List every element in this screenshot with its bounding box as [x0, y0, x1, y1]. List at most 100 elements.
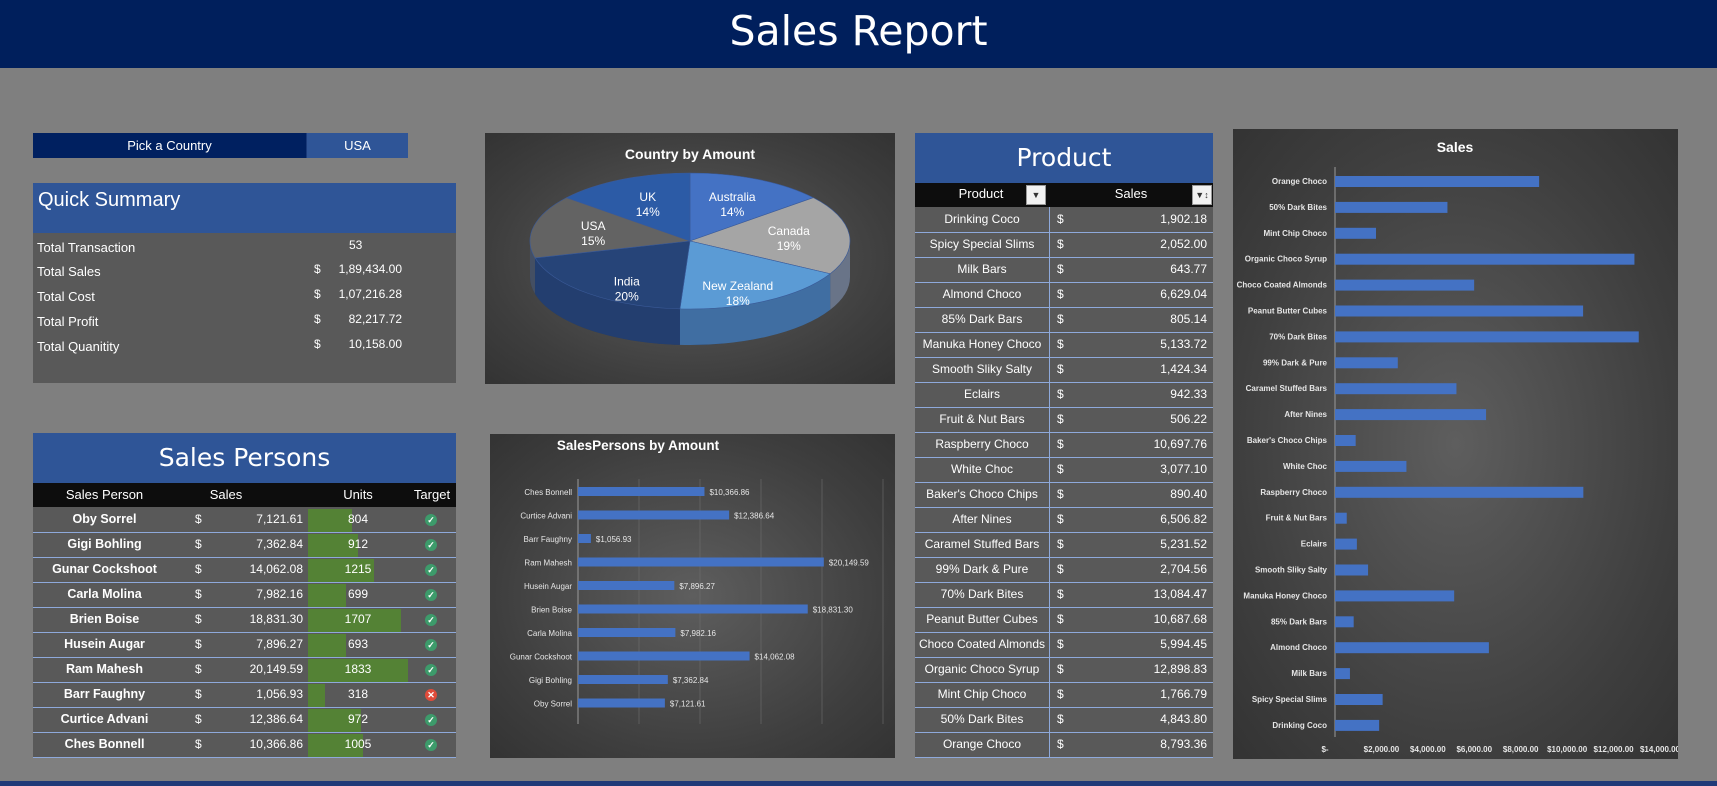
- bar[interactable]: [1335, 616, 1354, 628]
- product-name: Smooth Sliky Salty: [931, 362, 1033, 376]
- bar[interactable]: [1335, 253, 1635, 265]
- bar[interactable]: [1335, 331, 1639, 343]
- bar[interactable]: [578, 487, 705, 496]
- currency-symbol: $: [314, 312, 321, 326]
- sales-value: 18,831.30: [249, 612, 303, 626]
- product-sales-value: 1,766.79: [1160, 687, 1207, 701]
- bar[interactable]: [1335, 409, 1487, 421]
- pie-slice-side: [679, 273, 831, 345]
- summary-value: 1,89,434.00: [338, 262, 402, 276]
- pie-slice-percent: 15%: [581, 234, 605, 248]
- bar[interactable]: [1335, 590, 1455, 602]
- header-product-sales: Sales: [1114, 186, 1148, 201]
- bar[interactable]: [578, 534, 591, 543]
- bar[interactable]: [1335, 564, 1369, 576]
- currency-symbol: $: [314, 287, 321, 301]
- target-met-check-icon: ✓: [425, 639, 437, 651]
- currency-symbol: $: [1057, 487, 1064, 501]
- bar[interactable]: [578, 628, 676, 637]
- bar[interactable]: [578, 557, 824, 567]
- pie-slice-percent: 14%: [720, 205, 744, 219]
- bar[interactable]: [1335, 279, 1475, 291]
- x-tick-label: $12,000.00: [1594, 745, 1635, 754]
- bar[interactable]: [578, 510, 730, 520]
- units-value: 1707: [344, 612, 372, 626]
- sales-value: 7,121.61: [256, 512, 303, 526]
- data-label: $1,056.93: [596, 535, 632, 544]
- bar[interactable]: [1335, 668, 1350, 680]
- bar[interactable]: [1335, 435, 1356, 446]
- data-label: $12,386.64: [734, 512, 775, 521]
- sales-sort-filter-icon[interactable]: ▼↕: [1192, 185, 1212, 205]
- units-data-bar: [308, 609, 401, 632]
- country-chart-panel[interactable]: Country by Amount Australia 14% Canada 19% Ne…: [485, 133, 895, 384]
- product-name: Manuka Honey Choco: [922, 337, 1042, 351]
- bar[interactable]: [578, 604, 808, 614]
- country-picker-select[interactable]: USA: [306, 133, 408, 158]
- sales-value: 7,896.27: [256, 637, 303, 651]
- bar[interactable]: [1335, 719, 1380, 731]
- table-row: Ram Mahesh $20,149.59 1833 ✓: [33, 658, 456, 683]
- salespersons-chart-panel[interactable]: SalesPersons by Amount Ches Bonnell $10,36…: [490, 434, 895, 758]
- sales-person-name: Ram Mahesh: [65, 662, 144, 676]
- table-row: Organic Choco Syrup $12,898.83: [915, 658, 1213, 683]
- pie-slice-side: [530, 241, 536, 294]
- bar[interactable]: [1335, 201, 1448, 213]
- bar[interactable]: [1335, 305, 1584, 317]
- pie-slice[interactable]: [565, 172, 691, 242]
- bar[interactable]: [578, 698, 665, 708]
- pie-slice[interactable]: [688, 197, 851, 275]
- x-tick-label: $14,000.00: [1640, 745, 1678, 754]
- sales-chart-panel[interactable]: Sales Orange Choco 50% Dark Bites Mint Chip…: [1233, 129, 1678, 759]
- pie-slice-side: [535, 257, 680, 345]
- bar[interactable]: [578, 675, 668, 684]
- bar[interactable]: [1335, 538, 1357, 550]
- category-label: Barr Faughny: [524, 535, 572, 544]
- pie-slice[interactable]: [529, 197, 691, 259]
- product-table: Product Product ▼ Sales ▼↕ Drinking Coco…: [915, 133, 1213, 758]
- category-label: Manuka Honey Choco: [1243, 591, 1327, 600]
- sales-value: 10,366.86: [249, 737, 303, 751]
- sales-person-name: Gunar Cockshoot: [52, 562, 157, 576]
- country-chart-title: Country by Amount: [625, 146, 755, 162]
- units-value: 1005: [344, 737, 372, 751]
- bar[interactable]: [1335, 460, 1407, 472]
- table-row: Ches Bonnell $10,366.86 1005 ✓: [33, 733, 456, 758]
- product-sales-value: 890.40: [1170, 487, 1207, 501]
- category-label: 85% Dark Bars: [1271, 617, 1328, 626]
- product-sales-value: 2,704.56: [1160, 562, 1207, 576]
- pie-slice-percent: 18%: [726, 294, 750, 308]
- product-name: Almond Choco: [942, 287, 1022, 301]
- bar[interactable]: [1335, 694, 1383, 705]
- bar[interactable]: [1335, 227, 1377, 239]
- currency-symbol: $: [1057, 687, 1064, 701]
- bar[interactable]: [1335, 357, 1398, 369]
- bar[interactable]: [1335, 176, 1540, 187]
- product-sales-value: 3,077.10: [1160, 462, 1207, 476]
- table-row: 50% Dark Bites $4,843.80: [915, 708, 1213, 733]
- pie-slice-label: New Zealand: [702, 279, 773, 293]
- product-name: 70% Dark Bites: [940, 587, 1024, 601]
- pie-slice[interactable]: [679, 240, 831, 310]
- category-label: Almond Choco: [1270, 643, 1327, 652]
- summary-row: Total Profit $82,217.72: [33, 312, 456, 334]
- table-row: Oby Sorrel $7,121.61 804 ✓: [33, 508, 456, 533]
- bar[interactable]: [1335, 486, 1584, 498]
- bar[interactable]: [578, 651, 750, 661]
- bar[interactable]: [578, 581, 675, 590]
- currency-symbol: $: [1057, 312, 1064, 326]
- sales-value: 7,982.16: [256, 587, 303, 601]
- bar[interactable]: [1335, 512, 1347, 524]
- target-met-check-icon: ✓: [425, 739, 437, 751]
- pie-slice[interactable]: [689, 172, 815, 242]
- currency-symbol: $: [1057, 412, 1064, 426]
- bar[interactable]: [1335, 383, 1457, 395]
- pie-slice-label: Australia: [709, 190, 756, 204]
- category-label: Orange Choco: [1272, 177, 1327, 186]
- pie-slice[interactable]: [534, 240, 691, 310]
- table-row: Carla Molina $7,982.16 699 ✓: [33, 583, 456, 608]
- sales-bar-chart: Sales Orange Choco 50% Dark Bites Mint Chip…: [1237, 139, 1678, 754]
- product-filter-dropdown-icon[interactable]: ▼: [1026, 185, 1046, 205]
- units-data-bar: [308, 659, 408, 682]
- bar[interactable]: [1335, 642, 1489, 654]
